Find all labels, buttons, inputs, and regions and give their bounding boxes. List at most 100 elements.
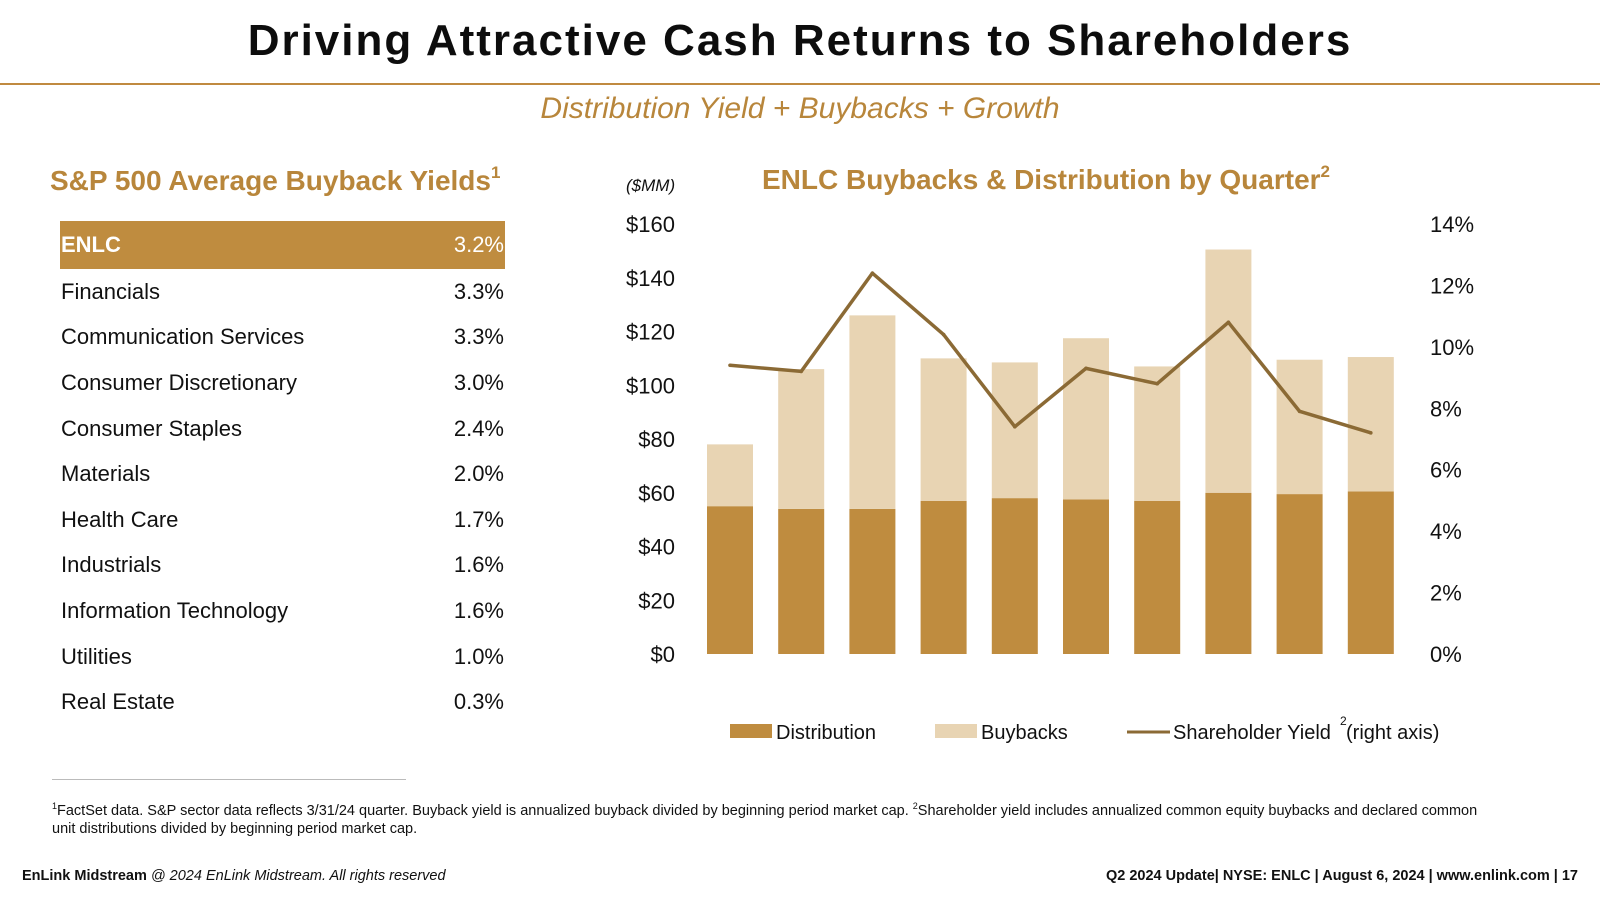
buyback-bar <box>849 315 896 509</box>
footnote-marker: 2 <box>912 801 918 811</box>
page-title: Driving Attractive Cash Returns to Share… <box>247 16 1353 65</box>
right-axis-tick-label: 8% <box>1430 396 1462 421</box>
distribution-bar <box>1276 494 1323 654</box>
right-axis-tick-label: 0% <box>1430 642 1462 667</box>
table-row: Industrials 1.6% <box>60 543 505 589</box>
left-axis-tick-label: $160 <box>626 212 675 237</box>
shareholder-yield-point <box>1013 424 1017 429</box>
left-axis-tick-label: $120 <box>626 320 675 345</box>
footnote-text-2: Shareholder yield includes annualized co… <box>52 802 1478 837</box>
buyback-bar <box>707 444 753 507</box>
table-row: Utilities 1.0% <box>60 634 505 680</box>
sector-label: Communication Services <box>61 324 305 350</box>
sector-label: Information Technology <box>61 597 289 623</box>
sector-yield-value: 2.4% <box>453 415 504 441</box>
sector-yield-value: 3.3% <box>453 324 504 350</box>
shareholder-yield-point <box>1369 431 1373 435</box>
legend-label-distribution: Distribution <box>776 722 876 744</box>
buybacks-distribution-chart: $0 $20 $40 $60 $80 $100 $120 $140 $160 0% 2% 4% 6% 8%… <box>626 212 1474 744</box>
shareholder-yield-point <box>1226 320 1231 325</box>
left-axis-tick-label: $100 <box>626 373 675 398</box>
left-axis-tick-label: $60 <box>638 481 675 506</box>
buyback-bar <box>991 362 1038 499</box>
sector-label: Real Estate <box>61 689 175 715</box>
footnote: 1FactSet data. S&P sector data reflects … <box>52 797 1502 838</box>
sector-label: Utilities <box>61 643 132 669</box>
buyback-yields-title-text: S&P 500 Average Buyback Yields <box>50 165 491 196</box>
distribution-bar <box>991 498 1038 654</box>
sector-yield-value: 2.0% <box>453 461 504 487</box>
distribution-bar <box>1063 499 1109 654</box>
right-axis-tick-label: 6% <box>1430 458 1462 483</box>
distribution-bar <box>849 508 896 654</box>
legend-label-right-axis: (right axis) <box>1346 722 1439 744</box>
legend-swatch-buybacks <box>935 724 977 738</box>
table-row: Real Estate 0.3% <box>60 679 505 725</box>
distribution-bar <box>1134 500 1181 654</box>
left-axis-tick-label: $0 <box>651 642 675 667</box>
sector-label: ENLC <box>61 232 121 257</box>
table-row: Consumer Staples 2.4% <box>60 406 505 452</box>
sector-yield-value: 1.6% <box>453 552 504 578</box>
footnote-marker: 1 <box>491 163 501 182</box>
right-axis-tick-label: 4% <box>1430 519 1462 544</box>
sector-yield-value: 3.0% <box>453 369 504 395</box>
table-row: Materials 2.0% <box>60 451 505 497</box>
table-row: Financials 3.3% <box>60 269 505 315</box>
buyback-bar <box>778 369 825 509</box>
right-axis-tick-label: 12% <box>1430 273 1474 298</box>
footer-brand: EnLink Midstream <box>22 868 147 884</box>
footnote-marker: 2 <box>1320 162 1331 181</box>
left-axis-tick-label: $80 <box>638 427 675 452</box>
distribution-bar <box>707 506 753 654</box>
sector-yield-value: 3.3% <box>453 278 504 304</box>
sector-yield-value: 0.3% <box>453 689 504 715</box>
buyback-bar <box>1134 366 1181 501</box>
right-axis-tick-label: 2% <box>1430 581 1462 606</box>
sector-yield-value: 1.0% <box>453 643 504 669</box>
buyback-bar <box>1347 357 1394 492</box>
buyback-yields-title: S&P 500 Average Buyback Yields1 <box>50 163 501 197</box>
legend-label-shareholder-yield: Shareholder Yield <box>1173 722 1331 744</box>
shareholder-yield-point <box>1155 381 1159 386</box>
distribution-bar <box>920 500 967 654</box>
sector-yield-value: 1.6% <box>453 597 504 623</box>
legend-label-buybacks: Buybacks <box>981 722 1068 744</box>
legend-swatch-distribution <box>730 724 772 738</box>
buyback-bar <box>1063 338 1109 500</box>
shareholder-yield-point <box>728 363 732 368</box>
chart-title-text: ENLC Buybacks & Distribution by Quarter <box>762 164 1321 195</box>
table-row: ENLC 3.2% <box>60 221 505 269</box>
shareholder-yield-point <box>799 369 803 374</box>
distribution-bar <box>778 508 825 654</box>
right-axis-tick-label: 10% <box>1430 335 1474 360</box>
footnote-text-1: FactSet data. S&P sector data reflects 3… <box>57 802 913 819</box>
sector-label: Financials <box>61 278 161 304</box>
footnote-divider <box>52 779 406 780</box>
chart-title: ENLC Buybacks & Distribution by Quarter2 <box>762 162 1331 196</box>
buyback-bar <box>1205 249 1252 493</box>
sector-label: Materials <box>61 461 151 487</box>
footer-left: EnLink Midstream @ 2024 EnLink Midstream… <box>22 868 446 884</box>
left-axis-tick-label: $140 <box>626 266 675 291</box>
distribution-bar <box>1347 491 1394 654</box>
title-divider <box>0 83 1600 85</box>
buyback-bar <box>920 358 967 501</box>
buyback-bar <box>1276 359 1323 495</box>
sector-yield-value: 1.7% <box>453 506 504 532</box>
page-subtitle: Distribution Yield + Buybacks + Growth <box>540 92 1060 125</box>
table-row: Consumer Discretionary 3.0% <box>60 360 505 406</box>
buyback-yield-table: ENLC 3.2% Financials 3.3% Communication Serv… <box>60 221 505 725</box>
footer-right: Q2 2024 Update| NYSE: ENLC | August 6, 2… <box>1105 868 1578 884</box>
distribution-bar <box>1205 492 1252 654</box>
shareholder-yield-point <box>1084 366 1088 371</box>
sector-label: Industrials <box>61 552 162 578</box>
shareholder-yield-point <box>1297 409 1302 414</box>
left-axis-tick-label: $20 <box>638 588 675 613</box>
table-row: Health Care 1.7% <box>60 497 505 543</box>
footer-rights: @ 2024 EnLink Midstream. All rights rese… <box>150 868 446 884</box>
y-axis-unit-label: ($MM) <box>626 176 676 195</box>
sector-yield-value: 3.2% <box>453 232 504 257</box>
legend-footnote-marker: 2 <box>1340 714 1347 728</box>
sector-label: Consumer Discretionary <box>61 369 297 395</box>
